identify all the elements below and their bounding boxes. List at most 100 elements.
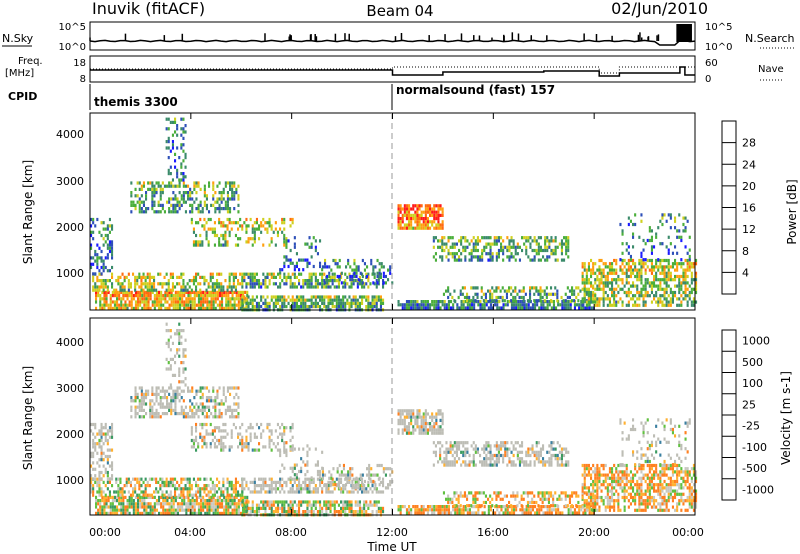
- heatmap-cell: [302, 487, 305, 491]
- heatmap-cell: [401, 303, 404, 307]
- heatmap-cell: [461, 292, 464, 296]
- heatmap-cell: [642, 284, 645, 288]
- heatmap-cell: [139, 505, 142, 509]
- heatmap-cell: [205, 399, 208, 403]
- heatmap-cell: [544, 248, 547, 253]
- heatmap-cell: [459, 292, 462, 296]
- heatmap-cell: [109, 306, 112, 310]
- heatmap-cell: [228, 233, 231, 238]
- heatmap-cell: [247, 237, 250, 241]
- heatmap-cell: [187, 294, 190, 298]
- heatmap-cell: [592, 300, 595, 304]
- heatmap-cell: [587, 262, 590, 266]
- heatmap-cell: [678, 287, 681, 291]
- heatmap-cell: [195, 389, 198, 393]
- heatmap-cell: [445, 245, 448, 249]
- heatmap-cell: [128, 290, 131, 294]
- heatmap-cell: [369, 305, 372, 309]
- heatmap-cell: [211, 484, 214, 488]
- heatmap-cell: [100, 445, 103, 449]
- heatmap-cell: [514, 248, 517, 253]
- heatmap-cell: [188, 484, 191, 488]
- heatmap-cell: [449, 245, 452, 249]
- heatmap-cell: [590, 300, 593, 304]
- heatmap-cell: [287, 477, 290, 481]
- heatmap-cell: [115, 480, 118, 484]
- heatmap-cell: [109, 297, 112, 301]
- heatmap-cell: [179, 505, 182, 509]
- heatmap-cell: [298, 500, 301, 504]
- heatmap-cell: [333, 295, 336, 299]
- heatmap-cell: [102, 259, 105, 263]
- heatmap-cell: [397, 220, 400, 224]
- heatmap-cell: [337, 305, 340, 309]
- heatmap-cell: [190, 432, 193, 436]
- heatmap-cell: [212, 184, 215, 188]
- heatmap-cell: [323, 301, 326, 305]
- heatmap-cell: [663, 258, 666, 263]
- heatmap-cell: [357, 268, 360, 272]
- heatmap-cell: [151, 181, 154, 185]
- heatmap-cell: [464, 255, 467, 259]
- heatmap-cell: [308, 236, 311, 240]
- heatmap-cell: [270, 490, 273, 494]
- heatmap-cell: [376, 271, 379, 275]
- heatmap-cell: [669, 300, 672, 304]
- heatmap-cell: [583, 268, 586, 272]
- heatmap-cell: [403, 418, 406, 422]
- heatmap-cell: [422, 223, 425, 227]
- heatmap-cell: [179, 297, 182, 301]
- heatmap-cell: [695, 262, 698, 266]
- heatmap-cell: [195, 191, 198, 195]
- heatmap-cell: [495, 236, 498, 240]
- heatmap-cell: [119, 490, 122, 494]
- heatmap-cell: [634, 268, 637, 272]
- heatmap-cell: [180, 146, 183, 150]
- heatmap-cell: [210, 412, 213, 416]
- heatmap-cell: [439, 255, 442, 259]
- heatmap-cell: [106, 470, 109, 475]
- heatmap-cell: [195, 207, 198, 211]
- heatmap-cell: [340, 480, 343, 484]
- heatmap-cell: [472, 286, 475, 290]
- heatmap-cell: [274, 500, 277, 504]
- heatmap-cell: [426, 223, 429, 227]
- heatmap-cell: [527, 239, 530, 243]
- heatmap-cell: [190, 484, 193, 488]
- heatmap-cell: [657, 258, 660, 262]
- heatmap-cell: [354, 503, 357, 507]
- heatmap-cell: [208, 499, 211, 503]
- heatmap-cell: [220, 200, 223, 204]
- heatmap-cell: [159, 197, 162, 201]
- heatmap-cell: [241, 503, 244, 507]
- heatmap-cell: [104, 240, 107, 244]
- heatmap-cell: [169, 120, 172, 124]
- heatmap-cell: [172, 207, 175, 211]
- heatmap-cell: [533, 292, 536, 296]
- heatmap-cell: [659, 278, 662, 282]
- heatmap-cell: [138, 402, 141, 406]
- heatmap-cell: [222, 445, 225, 449]
- heatmap-cell: [208, 408, 211, 412]
- heatmap-cell: [227, 294, 230, 298]
- heatmap-cell: [213, 442, 216, 446]
- heatmap-cell: [174, 207, 177, 211]
- heatmap-cell: [235, 408, 238, 412]
- heatmap-cell: [138, 187, 141, 191]
- heatmap-cell: [650, 265, 653, 269]
- heatmap-cell: [101, 297, 104, 301]
- heatmap-cell: [403, 223, 406, 227]
- heatmap-cell: [264, 490, 267, 494]
- heatmap-cell: [596, 303, 599, 307]
- heatmap-cell: [435, 306, 438, 310]
- heatmap-cell: [172, 505, 175, 509]
- heatmap-cell: [213, 227, 216, 231]
- heatmap-cell: [212, 502, 215, 506]
- heatmap-cell: [266, 426, 269, 430]
- heatmap-cell: [239, 484, 242, 488]
- heatmap-cell: [310, 282, 313, 286]
- heatmap-cell: [126, 303, 129, 307]
- heatmap-cell: [615, 303, 618, 307]
- heatmap-cell: [373, 272, 376, 276]
- heatmap-cell: [218, 412, 221, 416]
